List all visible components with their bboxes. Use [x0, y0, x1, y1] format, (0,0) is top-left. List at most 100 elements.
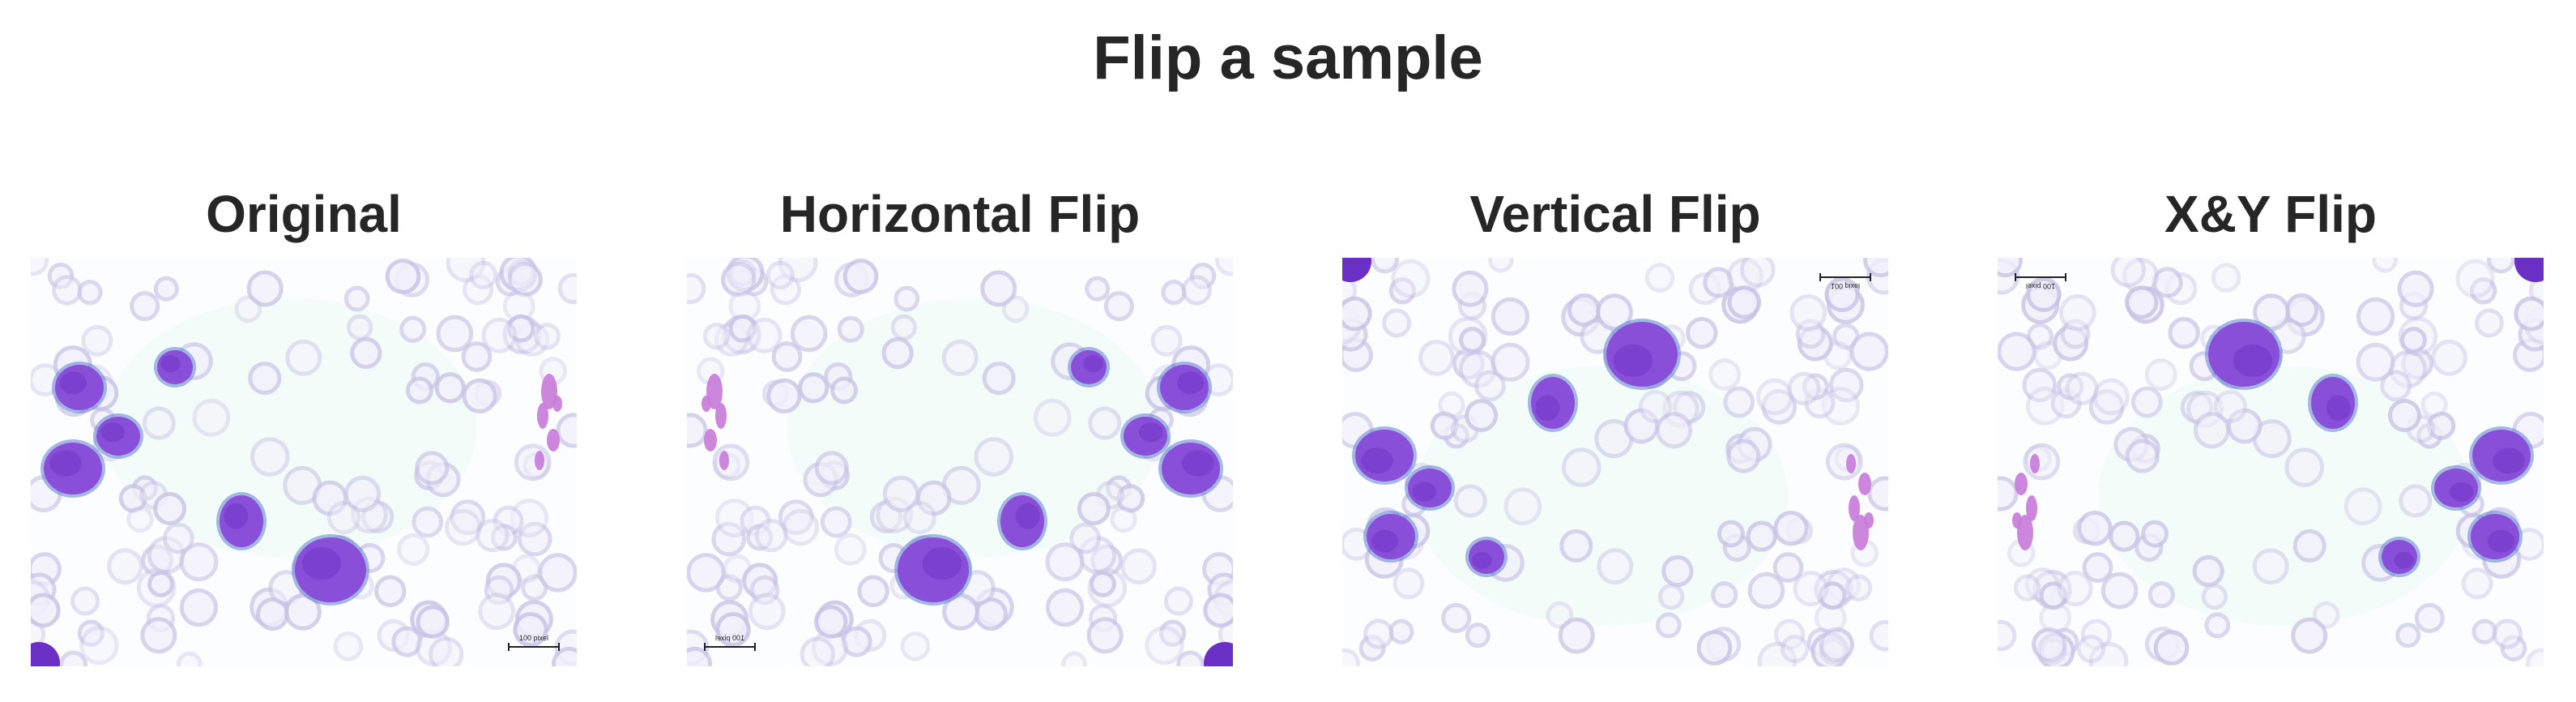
image-horizontal-flip: 100 pixel [687, 258, 1233, 666]
scale-bar-label: 100 pixel [1831, 282, 1860, 290]
red-blood-cell [107, 548, 143, 584]
red-blood-cell [2057, 571, 2093, 607]
white-blood-cell [96, 417, 140, 456]
red-blood-cell [2088, 641, 2129, 666]
red-blood-cell [246, 270, 284, 307]
platelet-clump [704, 429, 717, 452]
panel-xy-flip: X&Y Flip 100 pixel [1998, 180, 2544, 666]
micrograph-vertical-flip: 100 pixel [1342, 258, 1888, 666]
red-blood-cell [2065, 371, 2099, 406]
red-blood-cell [1181, 275, 1212, 306]
red-blood-cell [1638, 389, 1673, 424]
white-blood-cell [2382, 540, 2417, 574]
red-blood-cell [842, 259, 879, 294]
micrograph-xy-flip: 100 pixel [1998, 258, 2544, 666]
red-blood-cell [2211, 263, 2241, 293]
panel-title-xy-flip: X&Y Flip [2164, 185, 2377, 243]
red-blood-cell [2076, 634, 2105, 664]
red-blood-cell [1696, 630, 1733, 666]
white-blood-cell-nucleus [1083, 355, 1103, 373]
white-blood-cell [2471, 514, 2519, 559]
red-blood-cell [1787, 371, 1821, 406]
red-blood-cell [712, 443, 750, 482]
corner-cell [1204, 642, 1233, 666]
white-blood-cell-nucleus [1535, 395, 1560, 422]
platelet-clump [715, 403, 727, 429]
red-blood-cell [2058, 293, 2096, 332]
panel-title-original: Original [206, 185, 402, 243]
platelet-clump [702, 396, 711, 412]
red-blood-cell [857, 575, 889, 607]
red-blood-cell [2492, 619, 2523, 649]
red-blood-cell [1110, 505, 1137, 533]
red-blood-cell [1717, 520, 1745, 548]
red-blood-cell [1655, 612, 1682, 639]
red-blood-cell [2372, 258, 2398, 273]
red-blood-cell [941, 339, 979, 376]
red-blood-cell [476, 518, 510, 553]
red-blood-cell [1998, 476, 2019, 512]
red-blood-cell [1418, 340, 1455, 376]
white-blood-cell-nucleus [49, 450, 82, 477]
red-blood-cell [687, 413, 708, 448]
red-blood-cell [2356, 342, 2395, 382]
red-blood-cell [2431, 340, 2467, 376]
red-blood-cell [284, 593, 322, 631]
red-blood-cell [1789, 293, 1828, 332]
red-blood-cell [1474, 370, 1506, 402]
red-blood-cell [1203, 593, 1233, 628]
red-blood-cell [81, 324, 113, 357]
red-blood-cell [711, 521, 747, 557]
scale-bar-label: 100 pixel [519, 634, 548, 642]
red-blood-cell [1342, 296, 1372, 332]
red-blood-cell [2356, 297, 2395, 336]
white-blood-cell-nucleus [2326, 395, 2351, 422]
white-blood-cell [1367, 514, 1415, 559]
red-blood-cell [285, 339, 322, 376]
white-blood-cell-nucleus [1361, 447, 1393, 474]
white-blood-cell-nucleus [100, 422, 126, 443]
red-blood-cell [2414, 602, 2445, 633]
red-blood-cell [2397, 270, 2434, 307]
red-blood-cell [436, 315, 474, 353]
white-blood-cell [1000, 495, 1044, 547]
red-blood-cell [118, 484, 147, 513]
red-blood-cell [514, 443, 552, 482]
platelet-clump [537, 403, 548, 429]
red-blood-cell [147, 570, 174, 597]
red-blood-cell [770, 274, 802, 306]
red-blood-cell [1453, 484, 1487, 518]
red-blood-cell [1711, 581, 1738, 609]
red-blood-cell [192, 398, 231, 437]
red-blood-cell [2088, 388, 2125, 425]
red-blood-cell [1819, 627, 1855, 663]
white-blood-cell-nucleus [1177, 371, 1204, 395]
red-blood-cell [1491, 297, 1529, 336]
red-blood-cell [1088, 406, 1122, 440]
red-blood-cell [790, 315, 828, 353]
red-blood-cell [1086, 617, 1124, 654]
red-blood-cell [1061, 651, 1087, 666]
red-blood-cell [841, 626, 872, 657]
white-blood-cell [2434, 469, 2478, 507]
red-blood-cell [346, 314, 373, 341]
red-blood-cell [1644, 263, 1675, 293]
image-vertical-flip: 100 pixel [1342, 258, 1888, 666]
red-blood-cell [1828, 367, 1864, 403]
red-blood-cell [2312, 601, 2340, 629]
platelet-clump [2015, 473, 2028, 495]
platelet-clump [1849, 495, 1860, 521]
red-blood-cell [179, 588, 218, 627]
platelet-clump [719, 451, 729, 470]
red-blood-cell [399, 315, 427, 343]
red-blood-cell [1342, 648, 1361, 666]
red-blood-cell [2204, 612, 2231, 639]
red-blood-cell [462, 378, 497, 413]
red-blood-cell [248, 362, 282, 396]
white-blood-cell-nucleus [224, 503, 249, 529]
panel-vertical-flip: Vertical Flip 100 pixel [1342, 180, 1888, 666]
red-blood-cell [533, 323, 561, 350]
red-blood-cell [902, 500, 937, 535]
red-blood-cell [1795, 319, 1826, 349]
red-blood-cell [1382, 308, 1412, 338]
